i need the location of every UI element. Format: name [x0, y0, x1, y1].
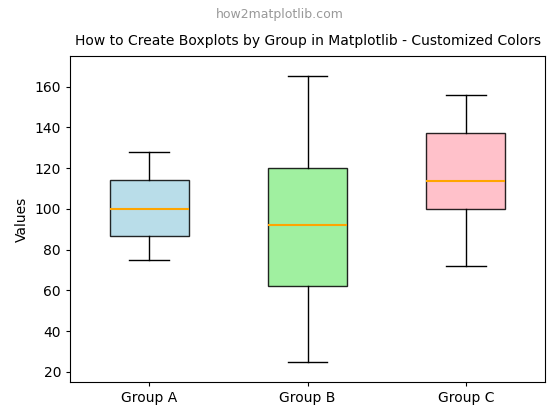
- Title: How to Create Boxplots by Group in Matplotlib - Customized Colors: How to Create Boxplots by Group in Matpl…: [74, 34, 540, 48]
- PathPatch shape: [268, 168, 347, 286]
- Y-axis label: Values: Values: [15, 197, 29, 241]
- PathPatch shape: [110, 180, 189, 236]
- PathPatch shape: [426, 134, 506, 209]
- Text: how2matplotlib.com: how2matplotlib.com: [216, 8, 344, 21]
